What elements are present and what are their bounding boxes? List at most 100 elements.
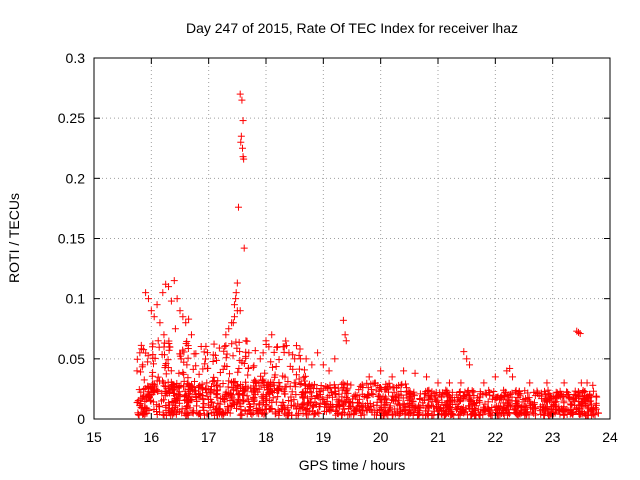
scatter-point <box>160 339 168 347</box>
band-point <box>579 386 587 394</box>
scatter-point <box>274 386 282 394</box>
scatter-point <box>184 354 192 362</box>
scatter-point <box>190 350 198 358</box>
scatter-point <box>270 348 278 356</box>
band-point <box>470 399 478 407</box>
band-point <box>443 387 451 395</box>
data-point <box>543 379 551 387</box>
band-point <box>266 390 274 398</box>
band-point <box>363 394 371 402</box>
y-tick-label: 0.25 <box>58 110 85 126</box>
data-points <box>133 90 602 419</box>
data-point <box>400 367 408 375</box>
band-point <box>325 391 333 399</box>
scatter-point <box>203 379 211 387</box>
scatter-point <box>174 384 182 392</box>
band-point <box>420 396 428 404</box>
band-point <box>196 409 204 417</box>
band-point <box>133 399 141 407</box>
scatter-point <box>228 340 236 348</box>
band-point <box>329 403 337 411</box>
band-point <box>134 410 142 418</box>
band-point <box>170 399 178 407</box>
scatter-point <box>210 340 218 348</box>
x-axis-label: GPS time / hours <box>299 457 406 473</box>
band-point <box>381 395 389 403</box>
scatter-point <box>242 348 250 356</box>
data-point <box>156 319 164 327</box>
band-point <box>592 405 600 413</box>
x-tick-label: 23 <box>545 429 561 445</box>
data-point <box>154 337 162 345</box>
band-point <box>225 377 233 385</box>
scatter-point <box>189 365 197 373</box>
scatter-point <box>159 377 167 385</box>
band-point <box>281 405 289 413</box>
band-point <box>430 411 438 419</box>
band-point <box>334 398 342 406</box>
band-point <box>389 383 397 391</box>
scatter-point <box>289 351 297 359</box>
band-point <box>315 388 323 396</box>
scatter-point <box>184 374 192 382</box>
band-point <box>220 409 228 417</box>
band-point <box>279 399 287 407</box>
data-point <box>589 381 597 389</box>
band-point <box>343 394 351 402</box>
scatter-point <box>282 337 290 345</box>
band-point <box>347 402 355 410</box>
scatter-point <box>220 347 228 355</box>
data-point <box>222 331 230 339</box>
band-point <box>571 397 579 405</box>
band-point <box>394 396 402 404</box>
band-point <box>171 403 179 411</box>
band-point <box>395 411 403 419</box>
band-point <box>286 382 294 390</box>
band-point <box>155 402 163 410</box>
data-point <box>150 313 158 321</box>
band-point <box>542 396 550 404</box>
data-point <box>285 349 293 357</box>
data-point <box>153 301 161 309</box>
band-point <box>382 380 390 388</box>
band-point <box>395 401 403 409</box>
band-point <box>207 395 215 403</box>
scatter-point <box>179 346 187 354</box>
scatter-point <box>251 347 259 355</box>
band-point <box>456 388 464 396</box>
scatter-point <box>271 371 279 379</box>
band-point <box>374 392 382 400</box>
scatter-point <box>155 343 163 351</box>
band-point <box>490 388 498 396</box>
scatter-point <box>257 372 265 380</box>
scatter-point <box>210 373 218 381</box>
band-point <box>581 400 589 408</box>
band-point <box>416 395 424 403</box>
band-point <box>156 403 164 411</box>
band-point <box>459 393 467 401</box>
band-point <box>448 411 456 419</box>
data-point <box>331 355 339 363</box>
data-point <box>238 144 246 152</box>
chart-title: Day 247 of 2015, Rate Of TEC Index for r… <box>186 20 518 36</box>
band-point <box>568 408 576 416</box>
data-point <box>142 289 150 297</box>
scatter-point <box>290 379 298 387</box>
data-point <box>339 316 347 324</box>
data-point <box>165 283 173 291</box>
scatter-point <box>148 384 156 392</box>
band-point <box>399 394 407 402</box>
data-point <box>576 330 584 338</box>
band-point <box>411 405 419 413</box>
band-point <box>193 409 201 417</box>
y-tick-label: 0.3 <box>66 50 86 66</box>
data-point <box>148 343 156 351</box>
scatter-point <box>200 348 208 356</box>
band-point <box>378 396 386 404</box>
x-tick-label: 19 <box>316 429 332 445</box>
band-point <box>274 393 282 401</box>
band-point <box>199 403 207 411</box>
data-point <box>177 355 185 363</box>
data-point <box>259 349 267 357</box>
band-point <box>343 380 351 388</box>
